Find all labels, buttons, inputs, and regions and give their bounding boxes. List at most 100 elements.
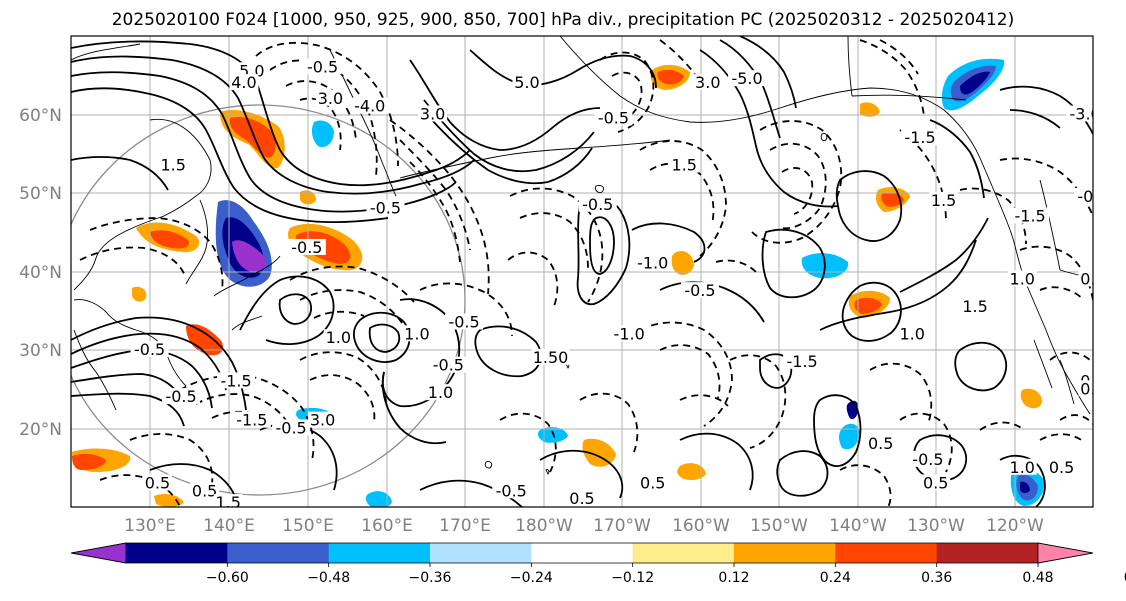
longitude-label-140W: 140°W [829,516,887,536]
contour-label-backdrop [908,450,947,467]
contour-label: 0.5 [1080,269,1105,288]
contour-label: -3.0 [1070,105,1101,124]
colorbar: −0.60 −0.48 −0.36 −0.24 −0.12 0.12 0.24 0.36 0.4… [70,542,1126,586]
contour-label-backdrop [897,325,927,342]
contour-label-backdrop [323,329,353,346]
negative-contour [1049,351,1091,361]
shading-blob [582,438,616,467]
negative-contour [839,464,892,507]
contour-label: -1.5 [904,128,935,147]
positive-contour [368,323,401,353]
colorbar-swatch [531,543,634,563]
contour-label: -1.0 [637,254,668,273]
longitude-label-120W: 120°W [986,516,1044,536]
negative-contour [499,412,557,473]
negative-contour [781,167,814,215]
colorbar-swatch [835,543,938,563]
longitude-label-150W: 150°W [750,516,808,536]
negative-contour [519,212,589,269]
negative-contour [751,120,843,244]
contour-label: -0.5 [598,108,629,127]
contour-label: -0.5 [433,356,464,375]
contour-label-backdrop [1078,380,1093,397]
alaska-coastline [559,36,999,201]
contour-label: -1.5 [236,411,267,430]
positive-contour [841,281,902,342]
contour-label-backdrop [158,156,188,173]
contour-label-backdrop [638,474,668,491]
contour-label-backdrop [1007,458,1037,475]
positive-contour [419,479,523,507]
contour-label-backdrop [680,282,719,299]
contour-label-backdrop [303,58,342,75]
contour-label: 3.0 [420,105,445,124]
negative-contour [1059,414,1093,425]
contour-label: 1.0 [1010,458,1035,477]
positive-contour [761,228,826,299]
positive-contour [423,99,595,173]
contour-label-backdrop [217,372,256,389]
contour-label-backdrop [578,195,617,212]
contour-label: 0.5 [1049,458,1074,477]
negative-contour [509,187,604,303]
contour-label-backdrop [531,348,570,365]
negative-contour [507,251,559,307]
contour-label: -0.5 [912,450,943,469]
negative-contour [599,51,655,133]
positive-contour [239,275,335,345]
latitude-labels: 60°N 50°N 40°N 30°N 20°N [19,106,62,440]
negative-contour [679,394,729,407]
longitude-label-140E: 140°E [203,516,255,536]
negative-contour [649,162,715,225]
latitude-label-30N: 30°N [19,341,62,361]
shading-layer [72,58,1092,507]
negative-contour [769,142,827,230]
contour-label-backdrop [445,313,484,330]
colorbar-swatch [936,543,1039,563]
colorbar-tick-label: −0.24 [510,570,553,586]
positive-contour [431,119,593,185]
contour-label: -0.5 [276,419,307,438]
colorbar-swatch [328,543,431,563]
shading-blob [1020,388,1042,409]
figure-title: 2025020100 F024 [1000, 950, 925, 900, 85… [112,10,1015,30]
contour-label: 1.0 [326,328,351,347]
longitude-label-180W: 180°W [515,516,573,536]
negative-contour [979,421,1025,431]
contour-label: 0.5 [923,473,948,492]
contour-label-backdrop [960,297,990,314]
negative-contour [959,187,1027,245]
colorbar-tick-label: −0.36 [409,570,452,586]
contour-label-backdrop [1007,270,1037,287]
colorbar-swatch [734,543,836,563]
north-america-west-coastline [997,199,1091,415]
contour-label: -5.0 [731,69,762,88]
contour-label-backdrop [142,474,172,491]
negative-contour [409,161,461,263]
graticule [71,36,1093,507]
reference-circle [71,104,466,496]
shading-blob [657,69,684,85]
longitude-labels: 130°E 140°E 150°E 160°E 170°E 180°W 170°… [124,516,1044,536]
negative-contour [179,374,315,461]
contour-label: 1.5 [671,156,696,175]
shading-blob [960,71,990,95]
contour-label-backdrop [783,352,822,369]
negative-contour [859,39,925,117]
longitude-label-160E: 160°E [361,516,413,536]
positive-contour [954,341,1008,392]
contour-label: 0.5 [640,473,665,492]
contour-label: -0.5 [448,313,479,332]
shading-blob [671,250,694,275]
positive-contour [835,170,903,242]
contour-label-backdrop [272,419,311,436]
contour-label: -1.5 [220,371,251,390]
contour-label: 3.0 [310,411,335,430]
latitude-label-20N: 20°N [19,420,62,440]
contour-label-backdrop [366,199,405,216]
contour-label-backdrop [728,70,767,87]
colorbar-tick-label: −0.48 [307,570,350,586]
contour-label: 1.0 [1010,269,1035,288]
colorbar-tick-label: 0.36 [921,570,952,586]
contour-label-backdrop [1047,458,1077,475]
